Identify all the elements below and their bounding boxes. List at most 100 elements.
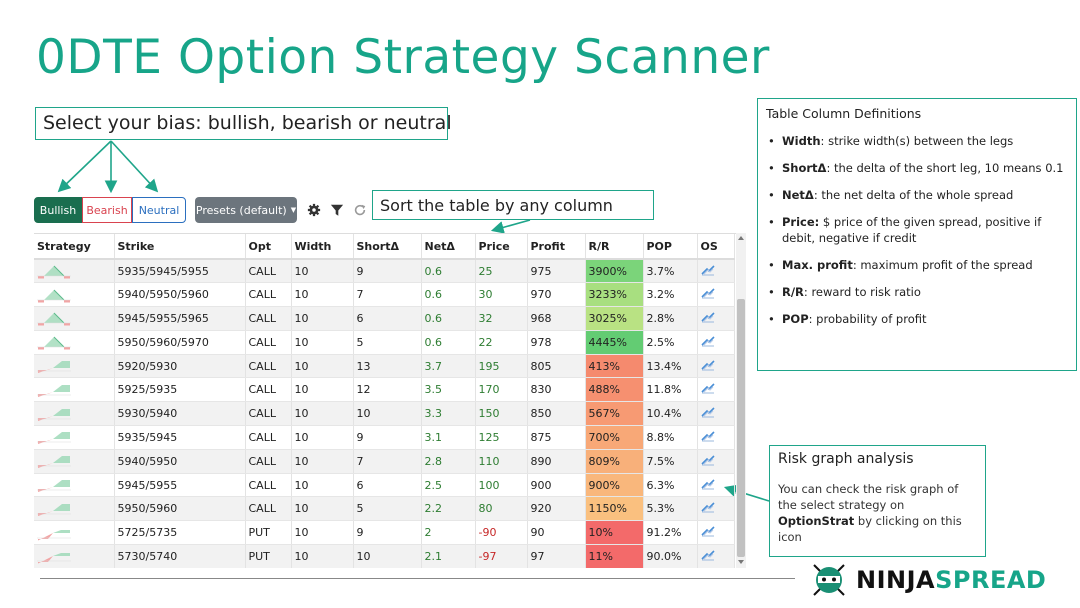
definition-text: $ price of the given spread, positive if… xyxy=(782,215,1042,245)
column-header-price[interactable]: Price xyxy=(475,234,528,260)
cell-price: -97 xyxy=(475,544,528,568)
cell-width: 10 xyxy=(291,425,354,450)
cell-price: 170 xyxy=(475,377,528,403)
cell-os[interactable] xyxy=(697,354,735,379)
cell-price: 110 xyxy=(475,449,528,474)
cell-strategy xyxy=(34,473,115,498)
optionstrat-link-icon[interactable] xyxy=(700,455,715,469)
table-scrollbar-thumb[interactable] xyxy=(737,299,745,557)
optionstrat-link-icon[interactable] xyxy=(700,312,715,326)
table-row[interactable]: 5950/5960 CALL 10 5 2.2 80 920 1150% 5.3% xyxy=(34,496,735,522)
neutral-button[interactable]: Neutral xyxy=(132,197,186,223)
cell-strategy xyxy=(34,401,115,427)
table-row[interactable]: 5945/5955 CALL 10 6 2.5 100 900 900% 6.3% xyxy=(34,473,735,498)
cell-width: 10 xyxy=(291,306,354,331)
optionstrat-link-icon[interactable] xyxy=(700,526,715,540)
cell-strategy xyxy=(34,377,115,403)
scroll-down-arrow-icon[interactable] xyxy=(738,560,744,564)
cell-opt: PUT xyxy=(245,520,292,546)
column-header-opt[interactable]: Opt xyxy=(245,234,292,260)
optionstrat-link-icon[interactable] xyxy=(700,383,715,397)
strategy-table-container: Strategy Strike Opt Width ShortΔ NetΔ Pr… xyxy=(34,233,746,568)
cell-width: 10 xyxy=(291,520,354,546)
strategy-risk-sparkline-icon xyxy=(37,553,71,564)
column-header-pop[interactable]: POP xyxy=(643,234,698,260)
cell-os[interactable] xyxy=(697,282,735,308)
risk-graph-description: You can check the risk graph of the sele… xyxy=(778,481,977,545)
column-header-strategy[interactable]: Strategy xyxy=(34,234,115,260)
cell-short: 9 xyxy=(353,259,422,284)
cell-rr: 4445% xyxy=(585,330,644,355)
definitions-title: Table Column Definitions xyxy=(766,106,922,121)
cell-os[interactable] xyxy=(697,520,735,546)
scroll-up-arrow-icon[interactable] xyxy=(738,236,744,240)
cell-opt: CALL xyxy=(245,306,292,331)
table-row[interactable]: 5730/5740 PUT 10 10 2.1 -97 97 11% 90.0% xyxy=(34,544,735,568)
cell-profit: 830 xyxy=(527,377,586,403)
cell-strategy xyxy=(34,449,115,474)
column-header-net-delta[interactable]: NetΔ xyxy=(421,234,476,260)
bearish-button[interactable]: Bearish xyxy=(82,197,132,223)
cell-short: 9 xyxy=(353,425,422,450)
column-header-strike[interactable]: Strike xyxy=(114,234,246,260)
table-row[interactable]: 5940/5950 CALL 10 7 2.8 110 890 809% 7.5% xyxy=(34,449,735,474)
table-row[interactable]: 5950/5960/5970 CALL 10 5 0.6 22 978 4445% 2.5% xyxy=(34,330,735,355)
cell-os[interactable] xyxy=(697,330,735,355)
cell-os[interactable] xyxy=(697,496,735,522)
cell-short: 12 xyxy=(353,377,422,403)
column-header-width[interactable]: Width xyxy=(291,234,354,260)
presets-dropdown[interactable]: Presets (default) ▼ xyxy=(195,197,297,223)
footer-divider xyxy=(40,578,795,579)
optionstrat-link-icon[interactable] xyxy=(700,407,715,421)
refresh-icon[interactable] xyxy=(353,203,367,217)
table-row[interactable]: 5935/5945 CALL 10 9 3.1 125 875 700% 8.8% xyxy=(34,425,735,450)
cell-short: 13 xyxy=(353,354,422,379)
table-row[interactable]: 5940/5950/5960 CALL 10 7 0.6 30 970 3233% 3.2% xyxy=(34,282,735,308)
cell-os[interactable] xyxy=(697,449,735,474)
cell-profit: 970 xyxy=(527,282,586,308)
table-row[interactable]: 5920/5930 CALL 10 13 3.7 195 805 413% 13.4% xyxy=(34,354,735,379)
table-row[interactable]: 5935/5945/5955 CALL 10 9 0.6 25 975 3900% 3.7% xyxy=(34,259,735,284)
definition-text: : probability of profit xyxy=(808,312,927,326)
bullish-button[interactable]: Bullish xyxy=(34,197,82,223)
cell-strike: 5730/5740 xyxy=(114,544,246,568)
strategy-table: Strategy Strike Opt Width ShortΔ NetΔ Pr… xyxy=(34,234,735,568)
cell-strategy xyxy=(34,330,115,355)
cell-profit: 978 xyxy=(527,330,586,355)
optionstrat-link-icon[interactable] xyxy=(700,478,715,493)
optionstrat-link-icon[interactable] xyxy=(700,265,715,279)
cell-net: 2 xyxy=(421,520,476,546)
optionstrat-link-icon[interactable] xyxy=(700,288,715,302)
strategy-risk-sparkline-icon xyxy=(37,265,71,279)
optionstrat-link-icon[interactable] xyxy=(700,336,715,350)
risk-body-text: You can check the risk graph of the sele… xyxy=(778,482,959,512)
cell-os[interactable] xyxy=(697,306,735,331)
table-row[interactable]: 5925/5935 CALL 10 12 3.5 170 830 488% 11.8% xyxy=(34,377,735,403)
cell-net: 0.6 xyxy=(421,259,476,284)
cell-opt: CALL xyxy=(245,473,292,498)
optionstrat-link-icon[interactable] xyxy=(700,360,715,374)
column-header-profit[interactable]: Profit xyxy=(527,234,586,260)
gear-icon[interactable] xyxy=(307,203,321,217)
cell-os[interactable] xyxy=(697,401,735,427)
optionstrat-link-icon[interactable] xyxy=(700,550,715,564)
cell-os[interactable] xyxy=(697,425,735,450)
filter-icon[interactable] xyxy=(330,203,344,217)
cell-os[interactable] xyxy=(697,544,735,568)
column-header-os[interactable]: OS xyxy=(697,234,735,260)
column-header-rr[interactable]: R/R xyxy=(585,234,644,260)
table-row[interactable]: 5945/5955/5965 CALL 10 6 0.6 32 968 3025% 2.8% xyxy=(34,306,735,331)
column-definitions-panel: Table Column Definitions Width: strike w… xyxy=(757,98,1077,371)
optionstrat-link-icon[interactable] xyxy=(700,502,715,516)
cell-os[interactable] xyxy=(697,259,735,284)
table-row[interactable]: 5930/5940 CALL 10 10 3.3 150 850 567% 10.4% xyxy=(34,401,735,427)
table-row[interactable]: 5725/5735 PUT 10 9 2 -90 90 10% 91.2% xyxy=(34,520,735,546)
cell-width: 10 xyxy=(291,259,354,284)
cell-pop: 11.8% xyxy=(643,377,698,403)
column-header-short-delta[interactable]: ShortΔ xyxy=(353,234,422,260)
cell-short: 10 xyxy=(353,544,422,568)
cell-os[interactable] xyxy=(697,473,735,498)
definition-term: POP xyxy=(782,312,809,326)
cell-os[interactable] xyxy=(697,377,735,403)
optionstrat-link-icon[interactable] xyxy=(700,431,715,445)
